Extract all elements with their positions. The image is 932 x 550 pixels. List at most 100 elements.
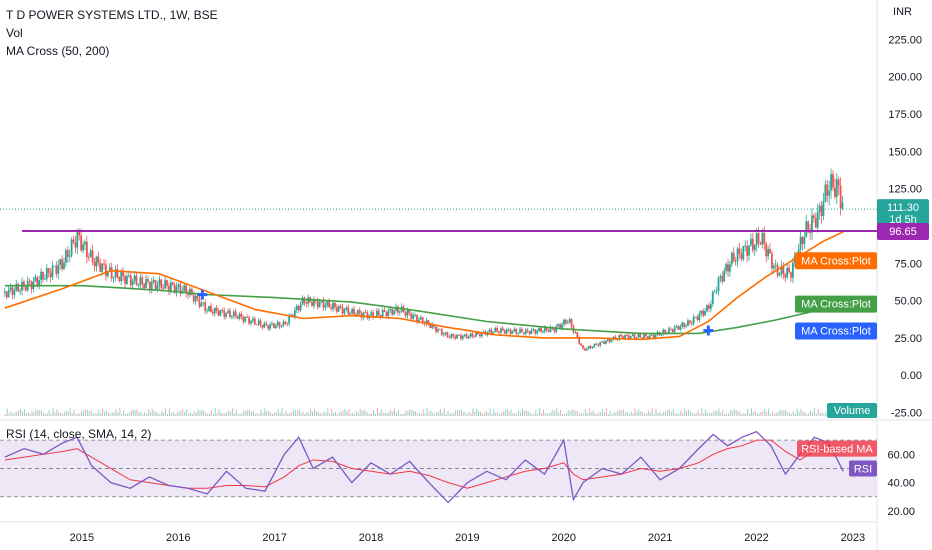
price-axis-tick: 25.00 <box>894 333 922 345</box>
price-candle <box>780 265 783 274</box>
price-axis-tick: 175.00 <box>888 109 922 121</box>
volume-bar <box>457 409 459 416</box>
volume-bar <box>392 411 394 416</box>
volume-bar <box>726 413 728 416</box>
volume-bar <box>10 411 12 416</box>
price-candle <box>704 311 707 316</box>
volume-bar <box>75 413 77 416</box>
volume-bar <box>680 410 682 416</box>
volume-bar <box>134 410 136 416</box>
volume-bar <box>359 408 361 416</box>
volume-bar <box>249 409 251 416</box>
price-candle <box>15 283 18 291</box>
volume-bar <box>728 413 730 416</box>
volume-bar <box>186 409 188 416</box>
volume-bar <box>42 412 44 416</box>
volume-bar <box>159 413 161 416</box>
price-candle <box>230 316 233 317</box>
ma-cross-tag-marker[interactable] <box>795 322 877 340</box>
volume-bar <box>71 412 73 416</box>
price-candle <box>547 330 550 332</box>
price-candle <box>97 256 100 263</box>
volume-bar <box>630 411 632 416</box>
volume-bar <box>373 410 375 416</box>
price-candle <box>559 324 562 328</box>
price-candle <box>799 236 802 250</box>
volume-bar <box>644 413 646 416</box>
volume-bar <box>29 413 31 416</box>
price-candle <box>398 311 401 313</box>
volume-bar <box>333 413 335 416</box>
price-candle <box>425 320 428 325</box>
volume-bar <box>8 412 10 416</box>
price-candle <box>169 282 172 291</box>
currency-label[interactable]: INR <box>893 6 912 18</box>
price-candle <box>509 329 512 334</box>
price-axis-tick: 75.00 <box>894 258 922 270</box>
price-candle <box>307 297 310 304</box>
volume-bar <box>237 413 239 416</box>
volume-bar <box>434 413 436 416</box>
price-candle <box>376 310 378 317</box>
volume-bar <box>626 412 628 416</box>
price-candle <box>349 313 352 315</box>
volume-bar <box>588 408 590 416</box>
volume-bar <box>222 412 224 416</box>
ma-cross-tag-fast[interactable] <box>795 252 877 270</box>
volume-bar <box>342 410 344 416</box>
volume-bar <box>189 412 191 416</box>
last-price-tag[interactable] <box>877 199 929 228</box>
volume-bar <box>340 411 342 416</box>
hline-price-tag[interactable] <box>877 222 929 240</box>
price-candle <box>786 267 789 278</box>
volume-bar <box>98 409 100 416</box>
price-candle <box>746 245 749 256</box>
volume-bar <box>67 411 69 416</box>
price-candle <box>429 324 432 329</box>
ma-cross-marker[interactable] <box>703 325 714 336</box>
price-candle <box>334 302 336 308</box>
price-candle <box>339 305 342 308</box>
volume-bar <box>483 413 485 416</box>
price-candle <box>112 277 115 279</box>
volume-tag[interactable] <box>827 403 877 418</box>
price-candle <box>171 282 174 285</box>
volume-bar <box>126 413 128 416</box>
symbol-title[interactable]: T D POWER SYSTEMS LTD., 1W, BSE <box>6 8 218 22</box>
ma-cross-indicator-label[interactable]: MA Cross (50, 200) <box>6 44 110 58</box>
rsi-ma-tag[interactable] <box>797 440 877 457</box>
rsi-tag[interactable] <box>849 460 877 477</box>
volume-bar <box>825 411 827 416</box>
price-candle <box>68 255 71 257</box>
price-candle <box>143 283 146 288</box>
volume-bar <box>336 413 338 416</box>
ma-cross-marker[interactable] <box>197 289 208 300</box>
volume-bar <box>752 412 754 416</box>
price-candle <box>173 284 176 293</box>
price-candle <box>3 291 6 294</box>
price-candle <box>717 277 720 292</box>
price-candle <box>826 184 829 196</box>
volume-bar <box>552 410 554 416</box>
rsi-indicator-label[interactable]: RSI (14, close, SMA, 14, 2) <box>6 427 152 441</box>
price-candle <box>215 307 218 312</box>
ma-cross-tag-slow[interactable] <box>795 295 877 313</box>
price-candle <box>667 328 670 334</box>
price-candle <box>702 310 705 316</box>
volume-bar <box>235 409 237 416</box>
volume-bar <box>584 409 586 416</box>
volume-bar <box>65 410 67 416</box>
volume-bar <box>611 413 613 416</box>
rsi-axis-tick: 20.00 <box>887 506 915 518</box>
price-candle <box>322 299 325 308</box>
volume-bar <box>468 411 470 416</box>
price-candle <box>51 265 54 278</box>
volume-bar <box>258 413 260 416</box>
volume-indicator-label[interactable]: Vol <box>6 26 23 40</box>
volume-bar <box>485 411 487 416</box>
price-candle <box>769 249 771 254</box>
volume-bar <box>228 410 230 416</box>
volume-bar <box>12 413 14 416</box>
